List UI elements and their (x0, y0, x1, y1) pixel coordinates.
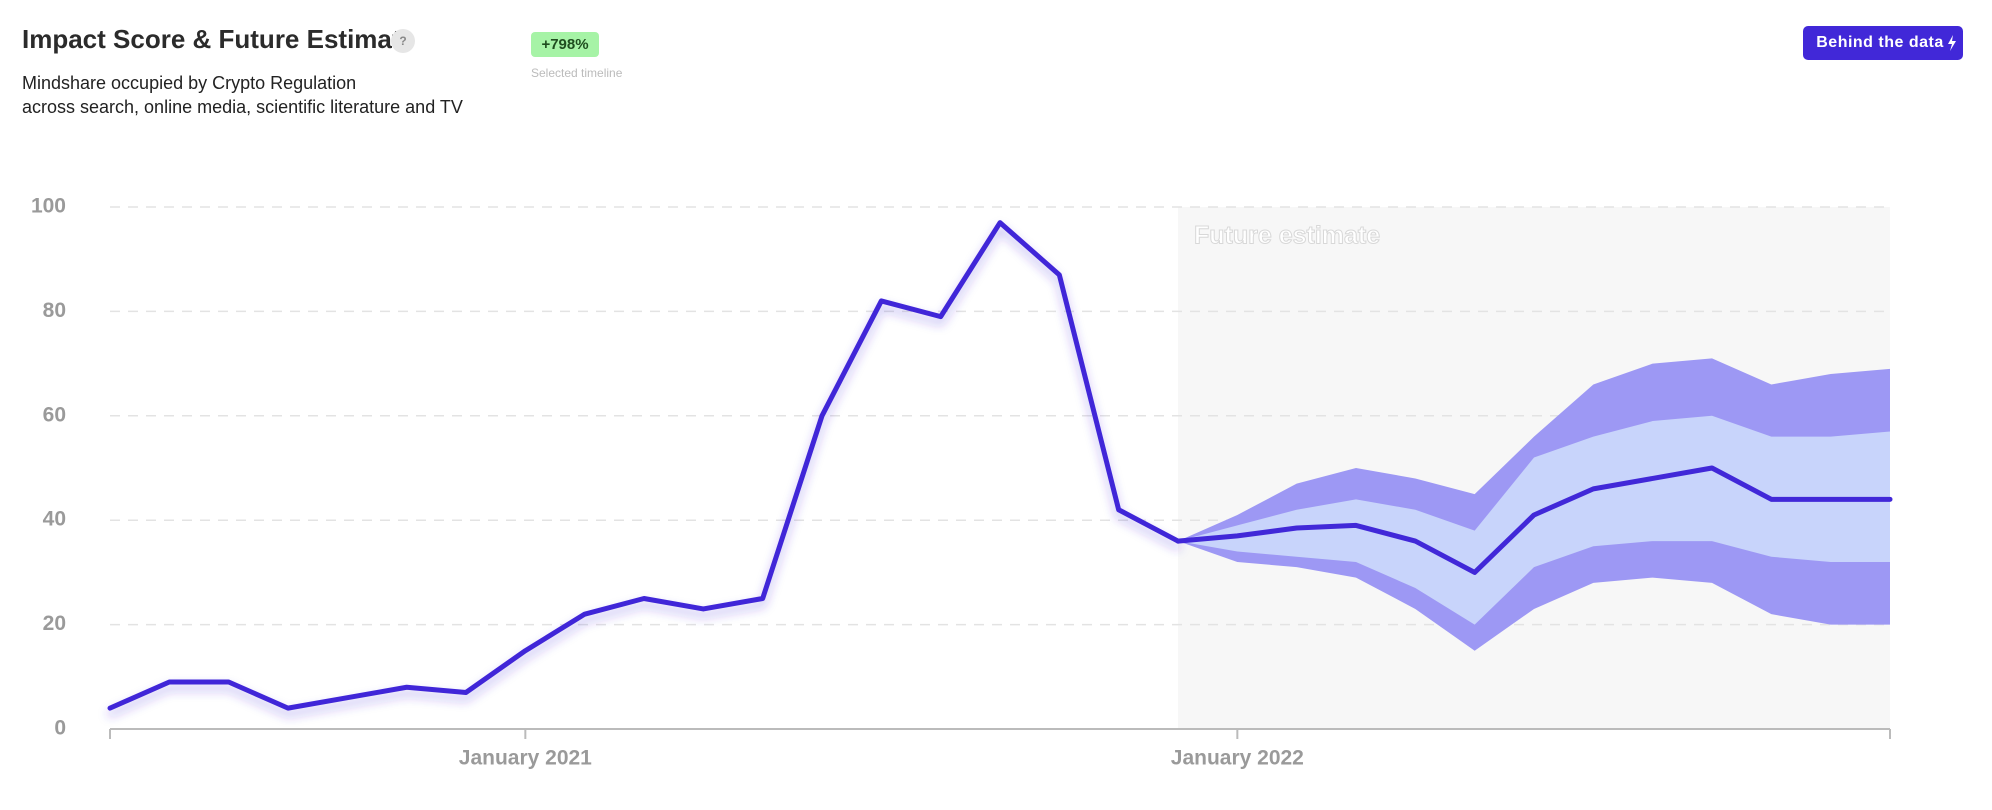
line (107, 220, 1181, 711)
y-tick-label: 80 (43, 299, 66, 322)
forecast-label: Future estimate (1194, 222, 1380, 250)
badge-text: +798% (541, 36, 588, 53)
y-tick-label: 60 (43, 403, 66, 426)
help-icon[interactable] (391, 29, 415, 53)
line (1175, 465, 1893, 575)
subtitle: Mindshare occupied by Crypto Regulation (22, 73, 356, 93)
subtitle: across search, online media, scientific … (22, 97, 463, 117)
help-text[interactable]: ? (399, 34, 406, 48)
behind-data-button[interactable] (1803, 26, 1963, 60)
button-label[interactable]: Behind the data (1816, 34, 1944, 51)
y-tick-label: 100 (31, 195, 66, 218)
title: Impact Score & Future Estimate (22, 24, 415, 54)
x-tick-label: January 2021 (459, 747, 592, 770)
x-tick-label: January 2022 (1171, 747, 1304, 770)
y-tick-label: 0 (54, 717, 66, 740)
bolt-icon[interactable] (1948, 35, 1956, 51)
y-tick-label: 20 (43, 612, 66, 635)
badge-caption: Selected timeline (531, 66, 623, 80)
y-tick-label: 40 (43, 508, 66, 531)
badge (531, 32, 599, 57)
